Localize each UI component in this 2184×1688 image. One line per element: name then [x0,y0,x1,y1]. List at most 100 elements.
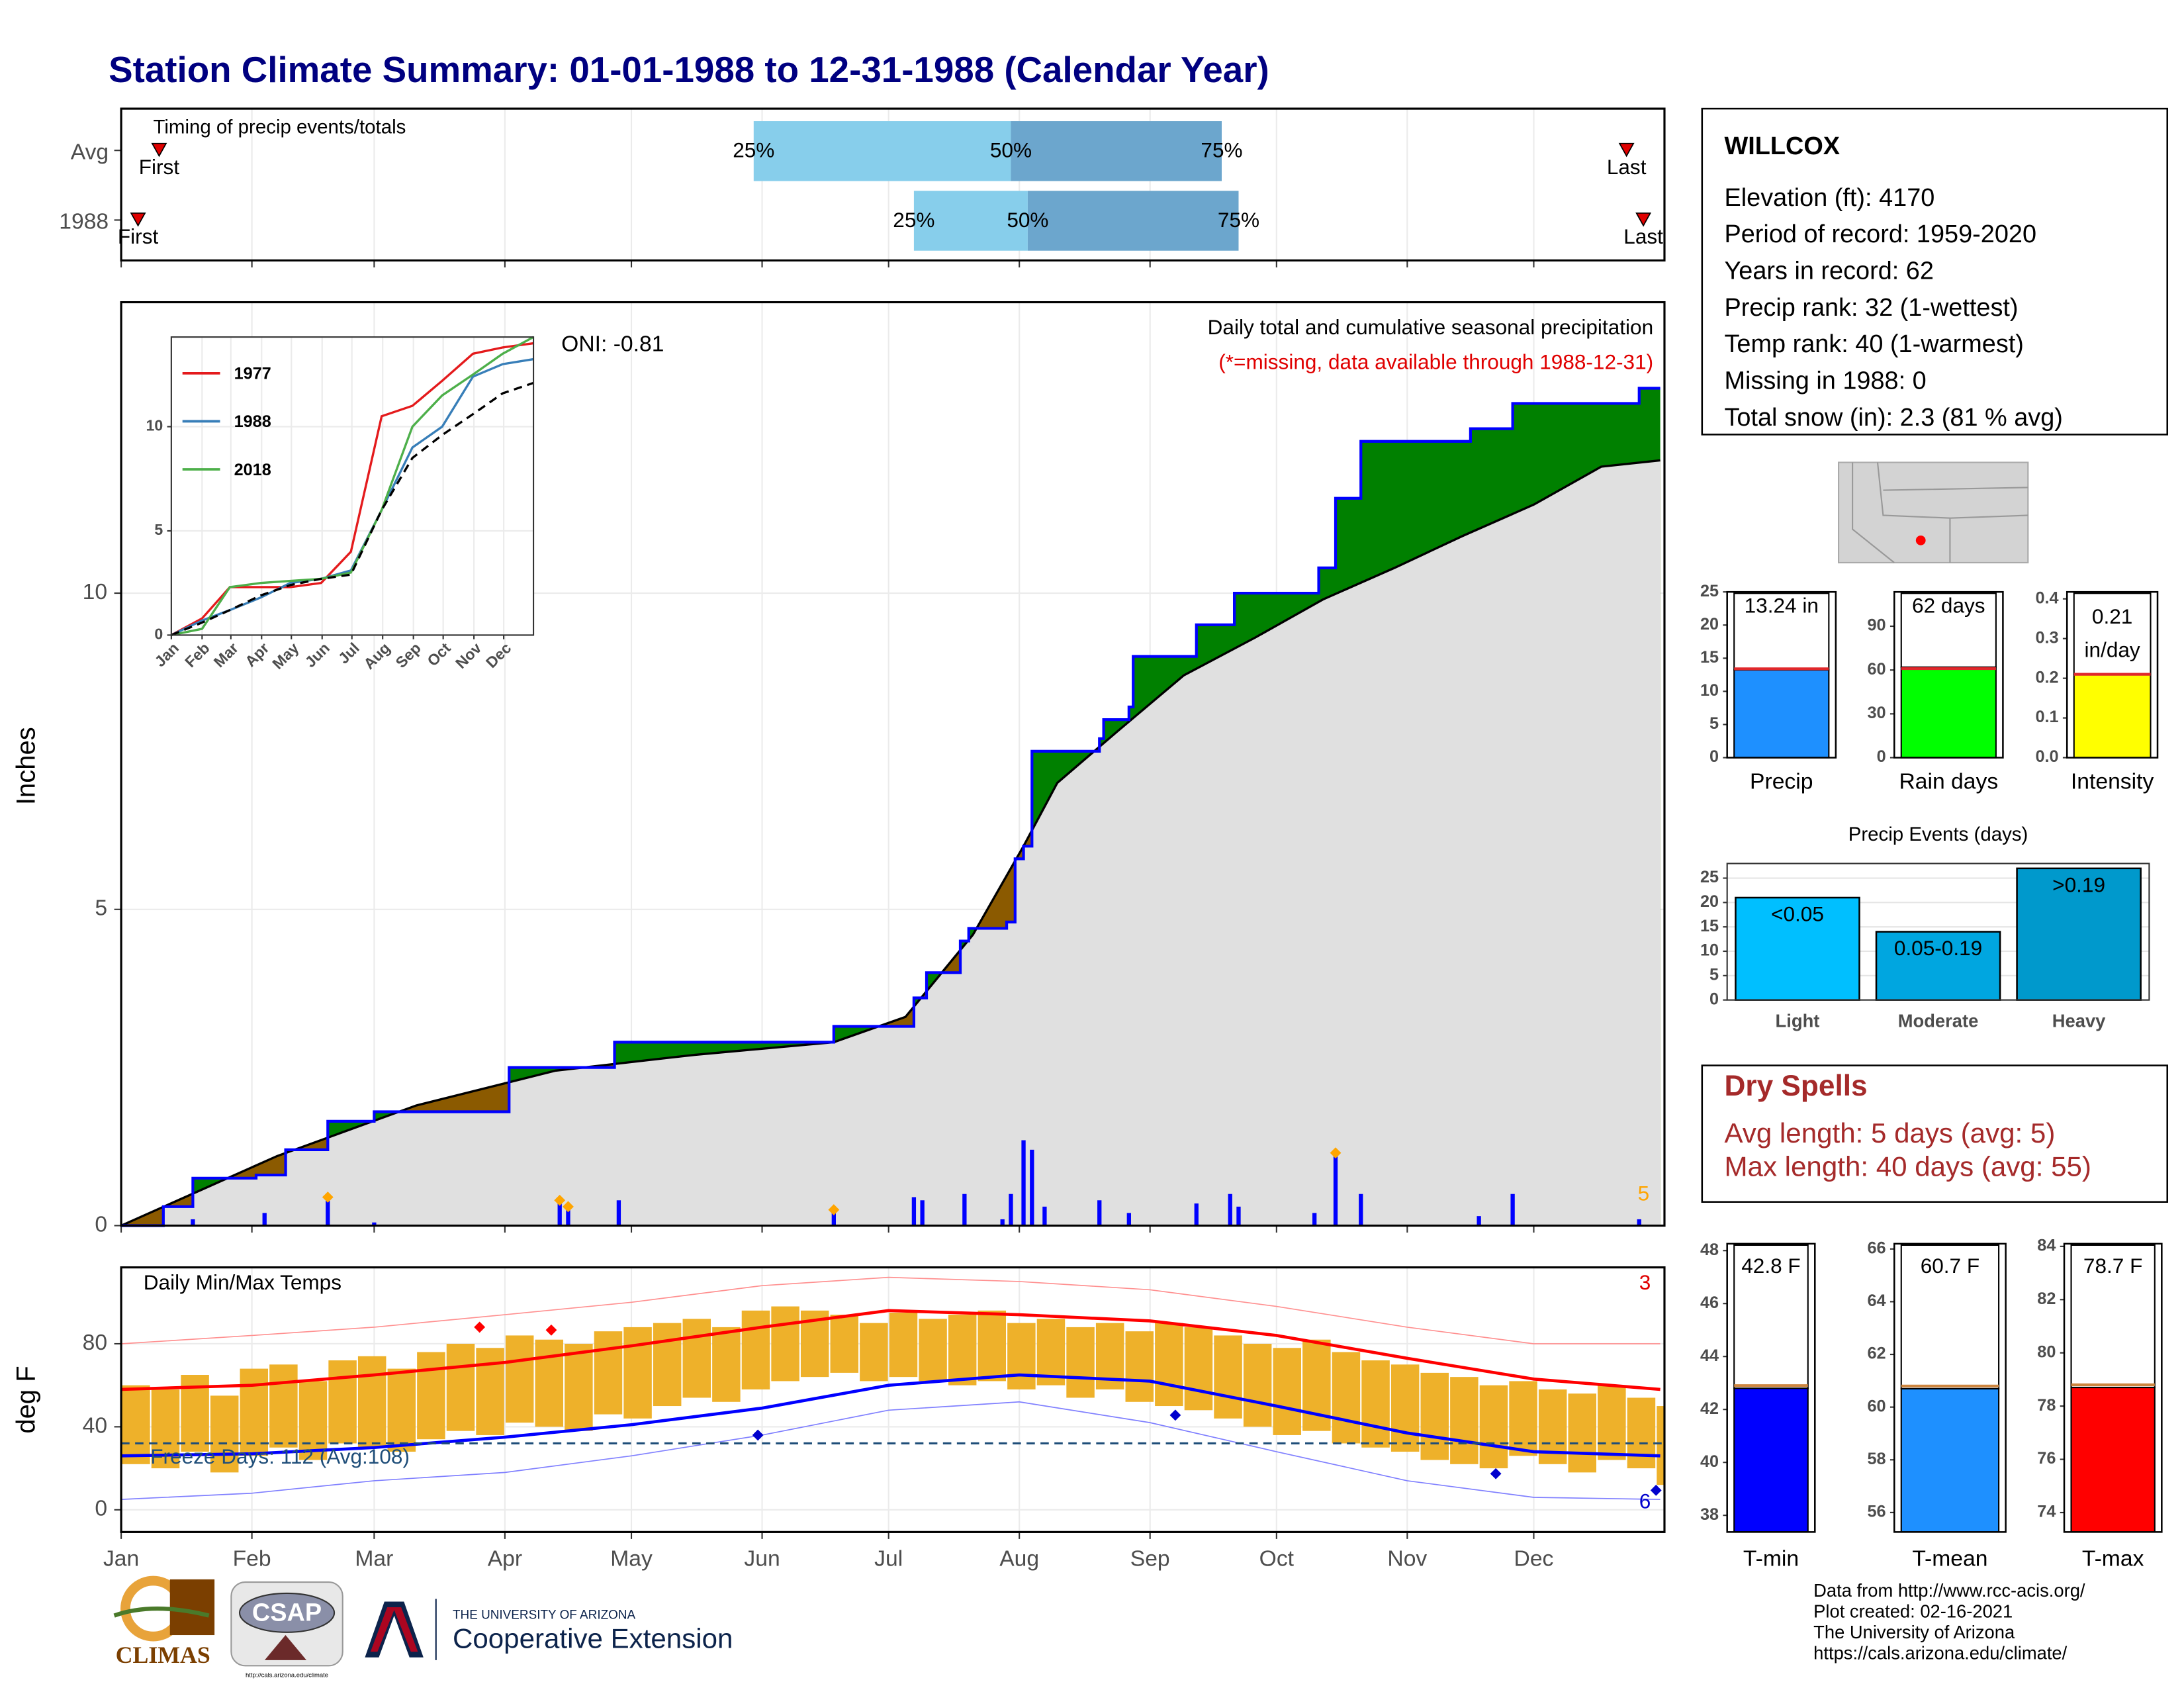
temp-bar [1390,1364,1420,1452]
quartile-label: 75% [1201,138,1242,162]
temp-bar [860,1323,888,1382]
y-tick-label: 0 [154,626,163,643]
y-tick-label: 10 [1700,941,1719,960]
y-tick-label: 5 [1709,965,1719,984]
gauge-label: Precip [1750,769,1813,794]
panel-title: Daily total and cumulative seasonal prec… [1208,315,1653,339]
x-tick-label: Aug [999,1546,1039,1571]
y-tick-label: 74 [2037,1503,2056,1521]
temp-bar [328,1360,357,1444]
event-bar [1875,931,2001,1001]
y-tick-label: 60 [1868,1397,1886,1415]
x-tick-label: Moderate [1898,1011,1979,1031]
temp-bar [505,1335,534,1423]
temp-bar [565,1343,593,1431]
csap-mountain [264,1635,307,1660]
station-line: Missing in 1988: 0 [1724,367,1926,395]
temp-bar [298,1381,328,1460]
daily-bar [911,1197,917,1226]
daily-bar [557,1200,562,1226]
dry-spells-line: Max length: 40 days (avg: 55) [1724,1150,2091,1182]
temp-bar [1598,1385,1626,1460]
daily-bar [1333,1152,1338,1226]
y-tick-label: 42 [1700,1399,1719,1418]
dry-spells-line: Avg length: 5 days (avg: 5) [1724,1117,2055,1149]
y-tick-label: 5 [154,521,163,538]
record-low [1490,1468,1502,1479]
temp-bar [1361,1360,1390,1448]
y-tick-label: 40 [83,1413,107,1438]
y-tick-label: 44 [1700,1346,1719,1365]
event-marker [151,142,167,158]
x-tick-label: Dec [1514,1546,1554,1571]
record-high [545,1324,557,1336]
x-tick-label: Light [1776,1011,1820,1031]
y-tick-label: 46 [1700,1293,1719,1312]
quartile-label: 75% [1218,208,1259,232]
value-box [2073,592,2152,675]
gauge-label: T-mean [1912,1546,1987,1571]
y-axis-label: Inches [12,727,41,805]
temp-bar [830,1315,859,1373]
x-tick-label: Jul [874,1546,903,1571]
gauge-bar [1900,666,1997,759]
value-label: 0.21 in/day [2085,605,2140,662]
y-tick-label: 84 [2037,1237,2056,1255]
temp-bar [1273,1348,1302,1435]
station-name: WILLCOX [1724,132,1840,160]
gauge-label: T-max [2082,1546,2144,1571]
map-frame [1838,461,2029,564]
temp-bar [1214,1335,1242,1419]
csap-cloud [238,1592,336,1633]
daily-bar [1228,1194,1232,1226]
event-label: First [139,155,180,179]
daily-bar [1194,1203,1199,1226]
value-box [1733,592,1830,671]
x-tick-label: Mar [355,1546,393,1571]
base-area [121,460,1661,1226]
temp-bar [269,1364,298,1448]
value-label: 13.24 in [1745,594,1819,618]
event-label: First [118,224,159,248]
temp-bar [357,1356,387,1448]
y-tick-label: 40 [1700,1452,1719,1471]
logos: CLIMAS CSAP http://cals.arizona.edu/clim… [113,1575,733,1679]
quartile-label: 25% [733,138,774,162]
daily-bar [262,1213,267,1226]
y-tick-label: 56 [1868,1503,1886,1521]
temp-bar [919,1319,947,1382]
temp-bar [653,1323,682,1407]
x-tick-label: Oct [1259,1546,1295,1571]
row-label: Avg [71,140,109,164]
value-label: 62 days [1912,594,1985,618]
temp-bar [1332,1352,1361,1444]
quartile-bar [913,191,1028,251]
footer-line: The University of Arizona [1813,1622,2015,1642]
temp-bar [1657,1406,1664,1485]
normal-min [121,1373,1661,1458]
y-tick-label: 0 [1877,747,1886,766]
events-title: Precip Events (days) [1848,823,2028,845]
quartile-bar [1027,191,1239,251]
dry-spells-title: Dry Spells [1724,1070,1867,1102]
station-line: Total snow (in): 2.3 (81 % avg) [1724,404,2062,432]
temp-bar [1479,1385,1508,1469]
page-title: Station Climate Summary: 01-01-1988 to 1… [109,49,1269,90]
temp-bar [1036,1319,1066,1385]
normal-record-max [121,1276,1661,1344]
y-tick-label: 48 [1700,1241,1719,1259]
gauge-bar [1733,1387,1809,1533]
y-tick-label: 0.4 [2035,588,2058,607]
events-frame [1726,863,2150,1001]
gauge-bar [2073,673,2152,759]
year-line [171,336,534,637]
temp-bar [1450,1377,1479,1464]
event-bar [1735,896,1860,1001]
daily-bar [1097,1200,1102,1226]
y-tick-label: 10 [1700,681,1719,700]
station-dot [1915,535,1926,545]
panel-title: Daily Min/Max Temps [144,1270,341,1294]
y-tick-label: 0 [95,1497,107,1521]
y-tick-label: 78 [2037,1396,2056,1415]
